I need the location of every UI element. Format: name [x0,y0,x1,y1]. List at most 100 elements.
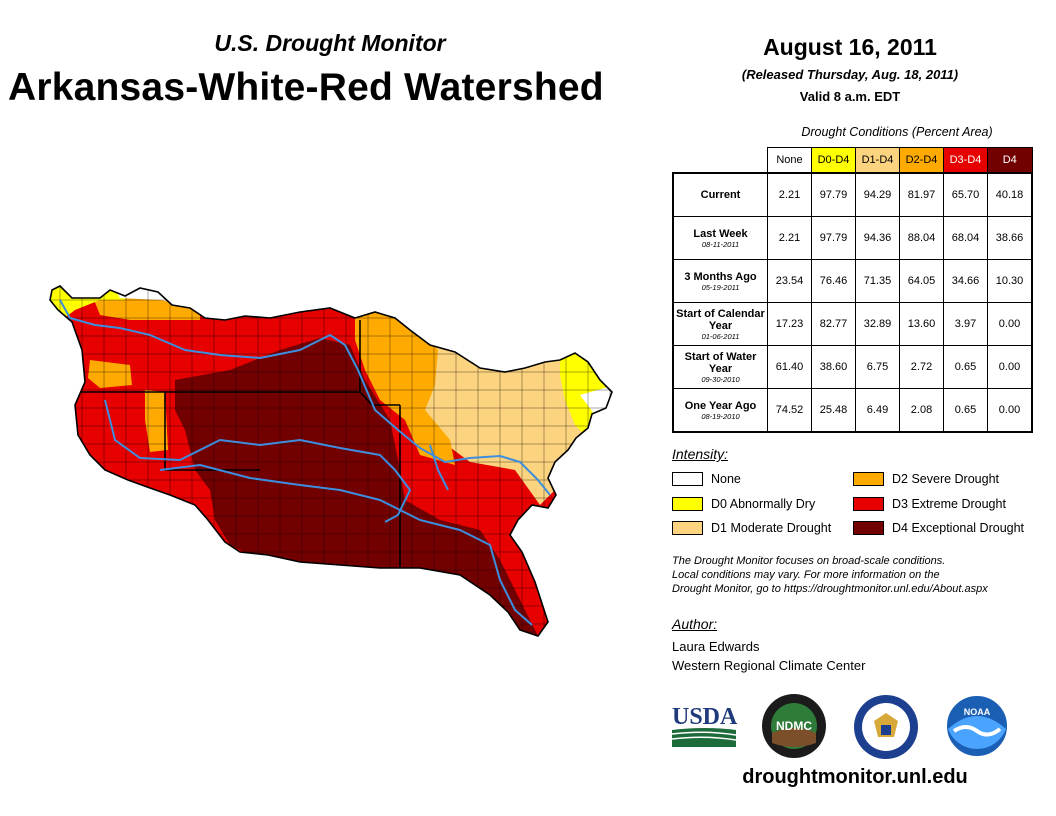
footer-url[interactable]: droughtmonitor.unl.edu [742,766,968,788]
note-line: Local conditions may vary. For more info… [672,569,940,581]
table-cell: 0.65 [943,388,988,433]
row-label-text: One Year Ago [684,399,757,412]
table-cell: 94.36 [855,216,900,260]
map-title: Arkansas-White-Red Watershed [8,66,604,109]
author-name: Laura Edwards [672,639,760,654]
table-row: Current 2.21 97.79 94.29 81.97 65.70 40.18 [672,172,1033,217]
legend-swatch-d4 [853,521,884,535]
drought-map [49,285,613,637]
table-cell: 68.04 [943,216,988,260]
conditions-table: None D0-D4 D1-D4 D2-D4 D3-D4 D4 Current 2… [672,147,1033,433]
table-row: Start of Calendar Year 01-06-2011 17.23 82.… [672,302,1033,346]
author-org: Western Regional Climate Center [672,658,866,673]
table-cell: 25.48 [811,388,856,433]
noaa-logo: NOAA [945,694,1009,758]
legend-item: None [672,472,741,486]
row-date: 08-11-2011 [701,239,740,249]
table-cell: 2.72 [899,345,944,389]
header-blank [673,148,768,174]
table-cell: 81.97 [899,172,944,217]
note-line: Drought Monitor, go to https://droughtmo… [672,583,988,595]
row-label-text: Last Week [693,227,748,240]
table-cell: 61.40 [767,345,812,389]
legend-item: D1 Moderate Drought [672,521,831,535]
author-title: Author: [672,616,718,632]
legend-item: D3 Extreme Drought [853,497,1006,511]
conditions-caption: Drought Conditions (Percent Area) [801,125,993,139]
usda-logo: USDA [671,704,738,747]
row-label: Last Week 08-11-2011 [672,216,768,260]
noaa-logo-text: NOAA [964,707,991,717]
legend-label: D1 Moderate Drought [711,521,832,535]
legend-label: None [711,472,741,486]
table-cell: 88.04 [899,216,944,260]
legend-swatch-d0 [672,497,703,511]
author-block: Laura Edwards Western Regional Climate C… [672,637,865,675]
row-label-text: Start of Calendar Year [676,307,765,332]
ndmc-logo-text: NDMC [776,719,812,733]
table-cell: 82.77 [811,302,856,346]
row-label: One Year Ago 08-19-2010 [672,388,768,433]
table-cell: 74.52 [767,388,812,433]
legend-item: D2 Severe Drought [853,472,999,486]
table-row: 3 Months Ago 05-19-2011 23.54 76.46 71.35 64.… [672,259,1033,303]
table-cell: 38.60 [811,345,856,389]
row-label: Start of Calendar Year 01-06-2011 [672,302,768,346]
legend-swatch-none [672,472,703,486]
table-cell: 2.21 [767,172,812,217]
note-line: The Drought Monitor focuses on broad-sca… [672,555,946,567]
map-subtitle: U.S. Drought Monitor [214,30,446,56]
table-cell: 6.49 [855,388,900,433]
d2-severe-east-region [355,310,455,465]
table-row: Last Week 08-11-2011 2.21 97.79 94.36 88.04 68… [672,216,1033,260]
usda-logo-text: USDA [672,704,738,730]
row-label-text: Start of Water Year [684,350,757,375]
ndmc-logo: NDMC [762,694,826,758]
row-date: 01-06-2011 [701,331,740,341]
col-d3-d4: D3-D4 [943,147,988,174]
table-cell: 71.35 [855,259,900,303]
row-label: Start of Water Year 09-30-2010 [672,345,768,389]
valid-time: Valid 8 a.m. EDT [799,89,901,104]
d2-severe-west-region [88,360,132,388]
watershed-boundary [49,285,613,637]
col-d4: D4 [987,147,1033,174]
table-cell: 64.05 [899,259,944,303]
legend-label: D0 Abnormally Dry [711,497,816,511]
table-header-row: None D0-D4 D1-D4 D2-D4 D3-D4 D4 [673,147,1033,174]
legend-swatch-d2 [853,472,884,486]
release-date: (Released Thursday, Aug. 18, 2011) [741,67,959,82]
table-cell: 3.97 [943,302,988,346]
table-cell: 10.30 [987,259,1033,303]
d2-severe-central-region [145,390,168,452]
legend-swatch-d1 [672,521,703,535]
table-cell: 2.21 [767,216,812,260]
table-cell: 13.60 [899,302,944,346]
table-cell: 0.00 [987,302,1033,346]
legend-swatch-d3 [853,497,884,511]
map-date: August 16, 2011 [763,34,937,60]
row-date: 08-19-2010 [701,411,740,421]
legend-item: D4 Exceptional Drought [853,521,1024,535]
row-label: 3 Months Ago 05-19-2011 [672,259,768,303]
table-cell: 76.46 [811,259,856,303]
row-label-text: 3 Months Ago [684,270,757,283]
table-cell: 0.00 [987,345,1033,389]
table-cell: 40.18 [987,172,1033,217]
row-label: Current [672,172,768,217]
table-cell: 0.00 [987,388,1033,433]
table-cell: 34.66 [943,259,988,303]
intensity-title: Intensity: [672,446,729,462]
table-cell: 6.75 [855,345,900,389]
row-label-text: Current [700,189,741,201]
legend-item: D0 Abnormally Dry [672,497,815,511]
legend-label: D2 Severe Drought [892,472,1000,486]
table-cell: 32.89 [855,302,900,346]
row-date: 09-30-2010 [701,374,740,384]
table-cell: 97.79 [811,172,856,217]
table-cell: 65.70 [943,172,988,217]
info-note: The Drought Monitor focuses on broad-sca… [672,554,1032,596]
legend-label: D3 Extreme Drought [892,497,1006,511]
table-cell: 38.66 [987,216,1033,260]
legend-label: D4 Exceptional Drought [892,521,1025,535]
